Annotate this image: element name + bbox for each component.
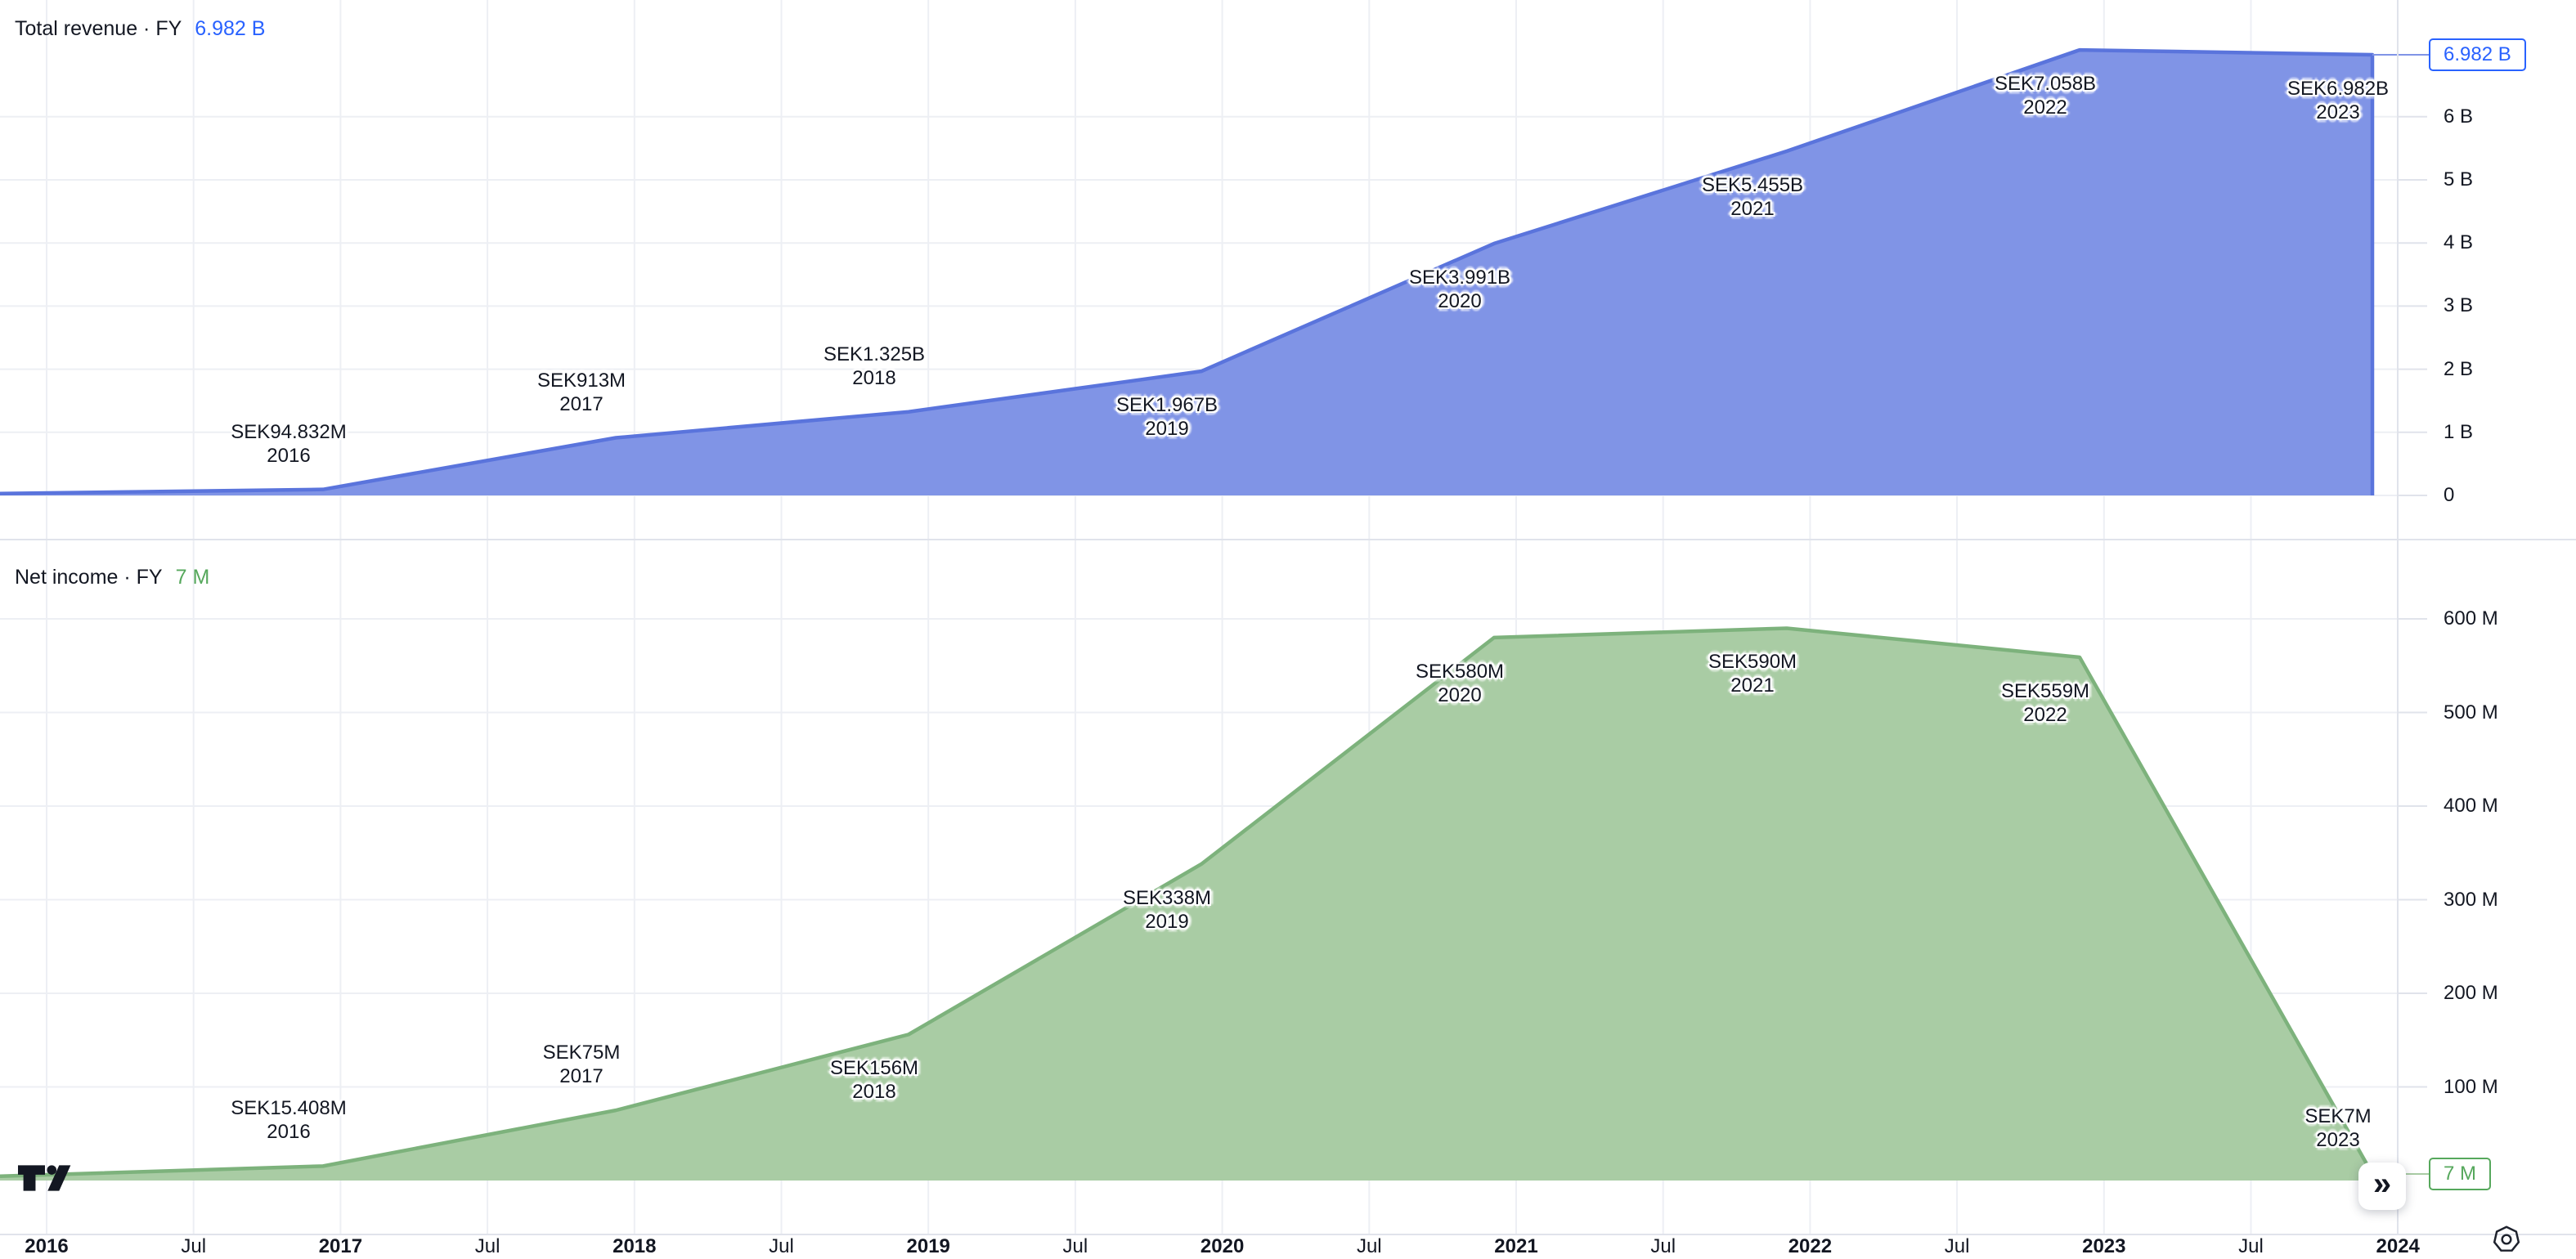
x-axis-year-label: 2019 (906, 1235, 950, 1257)
x-axis-month-label: Jul (1650, 1235, 1676, 1257)
price-axis-divider (2397, 0, 2399, 1259)
y-axis-tick-label: 500 M (2444, 701, 2498, 724)
total-revenue-area (0, 50, 2372, 496)
tradingview-logo[interactable] (18, 1161, 72, 1195)
x-axis-year-label: 2023 (2082, 1235, 2126, 1257)
y-axis-tick-label: 1 B (2444, 420, 2474, 443)
y-axis-tick-label: 100 M (2444, 1075, 2498, 1098)
panel-title-text: Total revenue · FY (15, 17, 182, 40)
panel-title-text: Net income · FY (15, 566, 163, 589)
last-value-badge-income: 7 M (2429, 1157, 2492, 1190)
last-value-badge-revenue: 6.982 B (2429, 38, 2526, 71)
y-axis-tick-label: 200 M (2444, 982, 2498, 1004)
x-axis-month-label: Jul (474, 1235, 500, 1257)
y-axis-tick-label: 400 M (2444, 795, 2498, 817)
y-axis-tick-label: 6 B (2444, 105, 2474, 128)
x-axis-year-label: 2024 (2376, 1235, 2420, 1257)
pane-divider[interactable] (0, 539, 2576, 540)
net-income-area (0, 628, 2372, 1181)
y-axis-tick-label: 3 B (2444, 294, 2474, 317)
net-income-line (0, 626, 2375, 1181)
x-axis-month-label: Jul (2238, 1235, 2264, 1257)
x-axis-year-label: 2018 (613, 1235, 657, 1257)
y-axis-tick-label: 0 (2444, 484, 2455, 506)
x-axis-year-label: 2016 (25, 1235, 69, 1257)
panel-current-value: 7 M (175, 566, 210, 589)
x-axis-month-label: Jul (769, 1235, 794, 1257)
time-axis-divider (0, 1234, 2576, 1235)
x-axis-month-label: Jul (1944, 1235, 1970, 1257)
scroll-to-latest-button[interactable]: » (2358, 1163, 2406, 1210)
y-axis-tick-label: 4 B (2444, 231, 2474, 254)
x-axis-month-label: Jul (181, 1235, 207, 1257)
y-axis-tick-label: 2 B (2444, 357, 2474, 380)
time-axis[interactable] (0, 1235, 2576, 1259)
y-axis-tick-label: 600 M (2444, 607, 2498, 630)
settings-icon[interactable] (2491, 1224, 2522, 1255)
x-axis-year-label: 2020 (1200, 1235, 1245, 1257)
price-axis-net-income[interactable] (2399, 540, 2576, 1234)
x-axis-year-label: 2017 (318, 1235, 363, 1257)
panel-title-net-income: Net income · FY 7 M (15, 565, 209, 589)
panel-current-value: 6.982 B (195, 17, 266, 40)
price-axis-total-revenue[interactable] (2399, 0, 2576, 539)
x-axis-year-label: 2022 (1788, 1235, 1833, 1257)
total-revenue-line (0, 47, 2375, 496)
y-axis-tick-label: 300 M (2444, 888, 2498, 911)
double-chevron-right-icon: » (2372, 1166, 2392, 1202)
x-axis-month-label: Jul (1062, 1235, 1088, 1257)
y-axis-tick-label: 5 B (2444, 168, 2474, 190)
panel-title-total-revenue: Total revenue · FY 6.982 B (15, 16, 265, 41)
x-axis-month-label: Jul (1356, 1235, 1382, 1257)
x-axis-year-label: 2021 (1494, 1235, 1538, 1257)
